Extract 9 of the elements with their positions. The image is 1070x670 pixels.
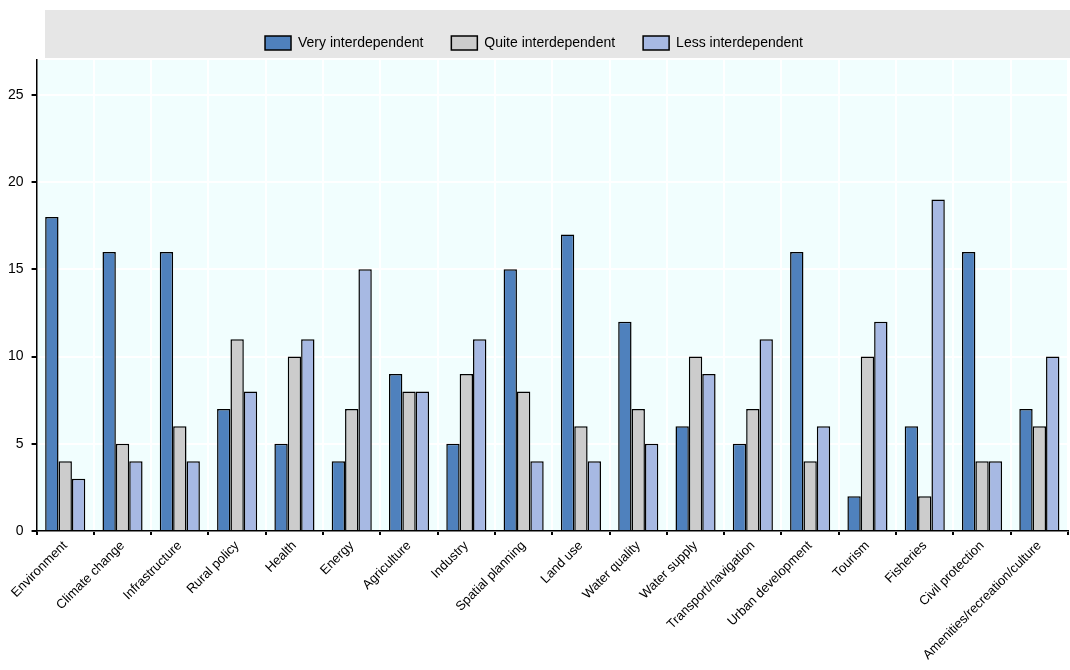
legend-label: Less interdependent — [676, 33, 804, 50]
y-tick-label: 20 — [7, 172, 24, 189]
y-tick-label: 0 — [15, 521, 24, 538]
y-tick-label: 25 — [7, 85, 24, 102]
y-tick-label: 5 — [15, 434, 24, 451]
y-tick-label: 15 — [7, 260, 24, 277]
legend-label: Very interdependent — [298, 33, 424, 50]
legend-label: Quite interdependent — [484, 33, 616, 50]
y-tick-label: 10 — [7, 347, 24, 364]
